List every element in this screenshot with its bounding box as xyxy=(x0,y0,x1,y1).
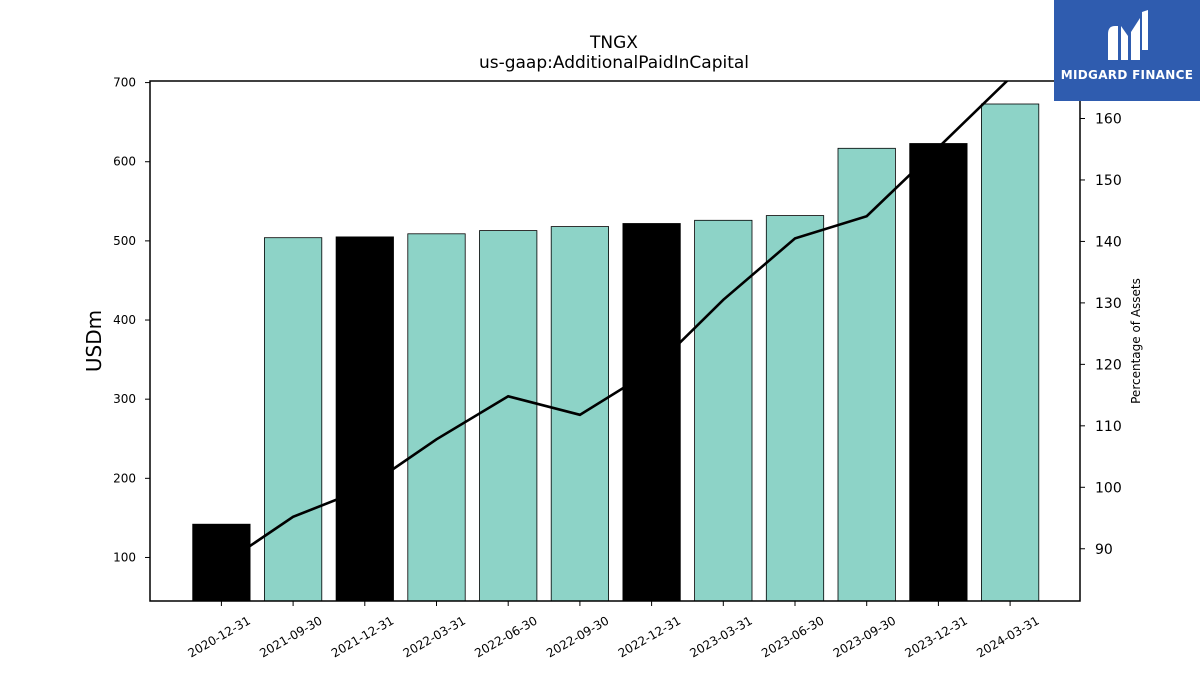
bar-2022-03-31 xyxy=(407,233,466,602)
midgard-finance-logo: MIDGARD FINANCE xyxy=(1054,0,1200,101)
x-tick-label: 2021-09-30 xyxy=(257,613,324,660)
x-tick-label: 2023-03-31 xyxy=(687,613,754,660)
bar-2024-03-31 xyxy=(981,103,1040,602)
y2-tick-label: 150 xyxy=(1095,173,1122,189)
x-tick-label: 2020-12-31 xyxy=(185,613,252,660)
x-tick-label: 2022-06-30 xyxy=(472,613,539,660)
x-tick-label: 2023-06-30 xyxy=(759,613,826,660)
x-tick-label: 2021-12-31 xyxy=(329,613,396,660)
x-axis: 2020-12-31 2021-09-30 2021-12-31 2022-03-31… xyxy=(185,601,1042,660)
bars xyxy=(192,103,1040,602)
y2-tick-label: 160 xyxy=(1095,111,1122,127)
bar-2023-09-30 xyxy=(837,147,896,602)
y-axis: 100 200 300 400 500 600 700 xyxy=(113,76,150,564)
y-tick-label: 400 xyxy=(113,313,136,327)
plot-frame xyxy=(149,80,1081,602)
y-tick-label: 300 xyxy=(113,392,136,406)
bar-2020-12-31 xyxy=(192,523,251,602)
y-tick-label: 100 xyxy=(113,550,136,564)
x-tick-label: 2023-12-31 xyxy=(902,613,969,660)
x-tick-label: 2022-12-31 xyxy=(616,613,683,660)
y2-tick-label: 120 xyxy=(1095,357,1122,373)
chart-subtitle: us-gaap:AdditionalPaidInCapital xyxy=(479,53,749,73)
y-tick-label: 700 xyxy=(113,76,136,90)
bar-2023-03-31 xyxy=(694,219,753,602)
x-tick-label: 2022-09-30 xyxy=(544,613,611,660)
y-tick-label: 200 xyxy=(113,471,136,485)
logo-text: MIDGARD FINANCE xyxy=(1060,68,1194,82)
x-tick-label: 2024-03-31 xyxy=(974,613,1041,660)
bar-2023-12-31 xyxy=(909,143,968,602)
bar-2021-09-30 xyxy=(263,237,323,602)
y-tick-label: 600 xyxy=(113,155,136,169)
y2-axis: 90 100 110 120 130 140 150 160 xyxy=(1080,111,1122,558)
y2-tick-label: 140 xyxy=(1095,234,1122,250)
bar-2021-12-31 xyxy=(335,236,394,602)
y2-tick-label: 90 xyxy=(1095,542,1113,558)
chart-title: TNGX xyxy=(589,33,638,53)
bar-2022-06-30 xyxy=(479,230,538,602)
bar-2023-06-30 xyxy=(765,215,825,602)
line-series xyxy=(220,81,1009,567)
y2-tick-label: 110 xyxy=(1095,419,1122,435)
y2-axis-label: Percentage of Assets xyxy=(1129,278,1143,404)
bar-2022-12-31 xyxy=(622,223,681,602)
x-tick-label: 2022-03-31 xyxy=(401,613,468,660)
y2-tick-label: 100 xyxy=(1095,480,1122,496)
percentage-line xyxy=(220,81,1009,567)
y-tick-label: 500 xyxy=(113,234,136,248)
logo-mark-icon xyxy=(1108,10,1148,60)
y2-tick-label: 130 xyxy=(1095,296,1122,312)
x-tick-label: 2023-09-30 xyxy=(831,613,898,660)
y-axis-label: USDm xyxy=(82,310,106,372)
